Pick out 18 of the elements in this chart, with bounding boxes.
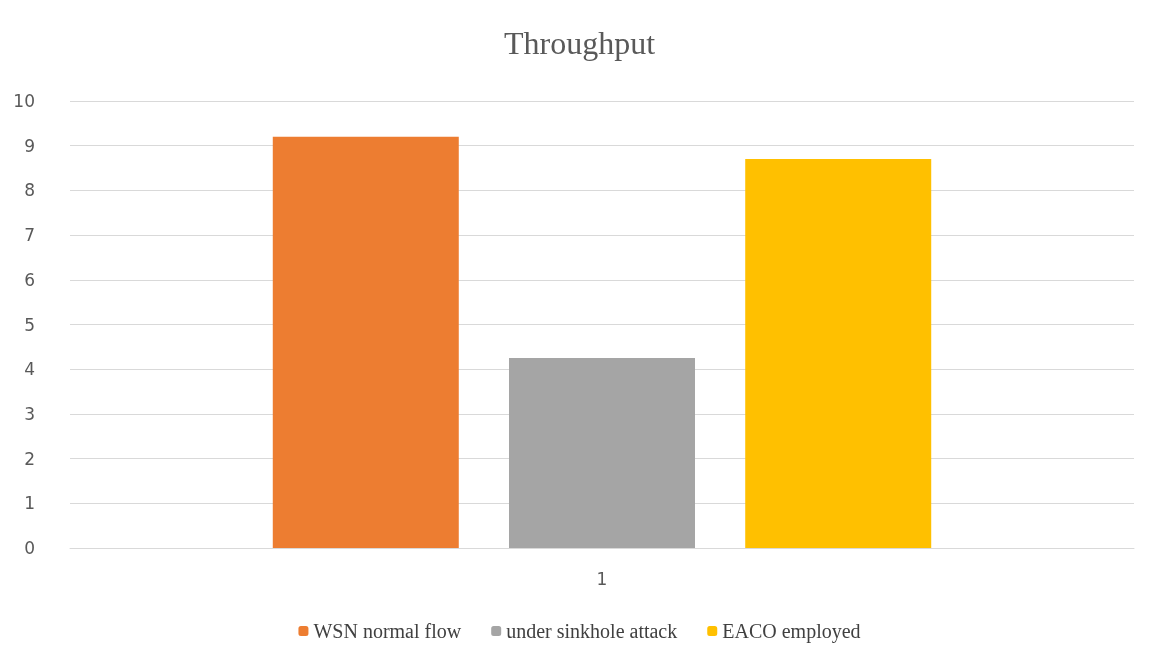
y-tick-label: 3: [24, 403, 35, 424]
legend-label: WSN normal flow: [313, 620, 462, 642]
bar: [509, 358, 695, 548]
y-tick-label: 5: [24, 314, 35, 335]
y-tick-label: 4: [24, 359, 35, 380]
y-tick-label: 7: [24, 225, 35, 246]
chart-title: Throughput: [503, 25, 656, 61]
y-tick-label: 2: [24, 448, 35, 469]
bar: [745, 159, 932, 548]
y-tick-label: 10: [13, 91, 35, 111]
legend-label: under sinkhole attack: [506, 620, 678, 642]
y-tick-label: 9: [24, 135, 35, 156]
y-tick-label: 8: [24, 180, 35, 201]
y-tick-label: 0: [24, 538, 35, 558]
legend-label: EACO employed: [722, 620, 861, 643]
y-tick-label: 1: [24, 493, 35, 514]
y-tick-label: 6: [24, 269, 35, 290]
bar: [272, 136, 459, 548]
